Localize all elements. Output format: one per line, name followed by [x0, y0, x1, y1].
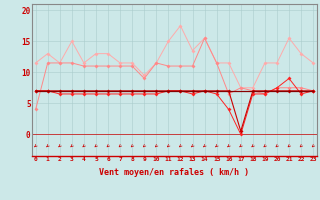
X-axis label: Vent moyen/en rafales ( km/h ): Vent moyen/en rafales ( km/h ): [100, 168, 249, 177]
